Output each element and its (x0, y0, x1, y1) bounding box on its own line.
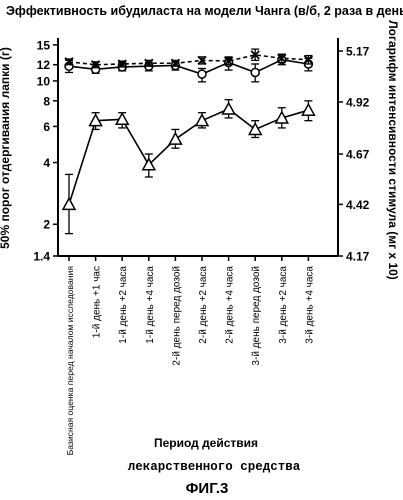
x-tick-label: 2-й день +2 часа (198, 266, 209, 344)
right-tick-label: 4.92 (346, 95, 370, 109)
data-point-triangle (63, 198, 75, 209)
chart-title: Эффективность ибудиласта на модели Чанга… (6, 4, 403, 18)
x-tick-label: 1-й день +1 час (92, 266, 103, 338)
data-point-circle (251, 68, 259, 76)
left-tick-label: 6 (43, 120, 50, 134)
left-tick-label: 4 (43, 156, 50, 170)
x-axis-label: Период действия (154, 436, 258, 450)
series-line (69, 109, 308, 204)
left-tick-label: 2 (43, 218, 50, 232)
series-line (69, 55, 308, 65)
plot-area: 1.4 2 4 6 8 10 12 15 4.17 4.42 4.67 4.92 5.17 Базис… (33, 38, 369, 455)
x-tick-label: 3-й день +4 часа (304, 266, 315, 344)
right-tick-label: 4.67 (346, 148, 370, 162)
x-tick-label: 2-й день +4 часа (225, 266, 236, 344)
data-point-triangle (196, 115, 208, 126)
series-triangle (63, 100, 314, 234)
x-axis-ticks: Базисная оценка перед началом исследован… (65, 256, 315, 455)
x-tick-label: 3-й день перед дозой (251, 266, 262, 366)
y-axis-right-label: Логарифм интенсивности стимула (мг x 10) (386, 20, 400, 280)
left-tick-label: 8 (43, 94, 50, 108)
right-axis-ticks: 4.17 4.42 4.67 4.92 5.17 (338, 44, 370, 263)
left-tick-label: 1.4 (33, 250, 50, 264)
left-tick-label: 15 (37, 38, 51, 52)
data-point-triangle (249, 123, 261, 134)
right-tick-label: 5.17 (346, 44, 370, 58)
series-layer (63, 49, 314, 234)
x-tick-label: 1-й день +2 часа (118, 266, 129, 344)
series-x (65, 49, 312, 69)
series-circle (65, 54, 312, 82)
data-point-circle (198, 70, 206, 78)
x-tick-label: 2-й день перед дозой (171, 266, 182, 366)
x-tick-label: 1-й день +4 часа (145, 266, 156, 344)
left-tick-label: 10 (37, 74, 51, 88)
left-axis-ticks: 1.4 2 4 6 8 10 12 15 (33, 38, 58, 263)
data-point-triangle (302, 104, 314, 115)
x-tick-label: 3-й день +2 часа (278, 266, 289, 344)
x-tick-label: Базисная оценка перед началом исследован… (65, 266, 75, 456)
x-axis-label-line2: лекарственного средства (128, 460, 301, 474)
figure-caption: ФИГ.3 (186, 480, 229, 497)
data-point-triangle (169, 133, 181, 144)
data-point-triangle (223, 103, 235, 114)
right-tick-label: 4.42 (346, 198, 370, 212)
left-tick-label: 12 (37, 58, 51, 72)
y-axis-left-label: 50% порог отдергивания лапки (г) (0, 47, 12, 249)
right-tick-label: 4.17 (346, 250, 370, 264)
